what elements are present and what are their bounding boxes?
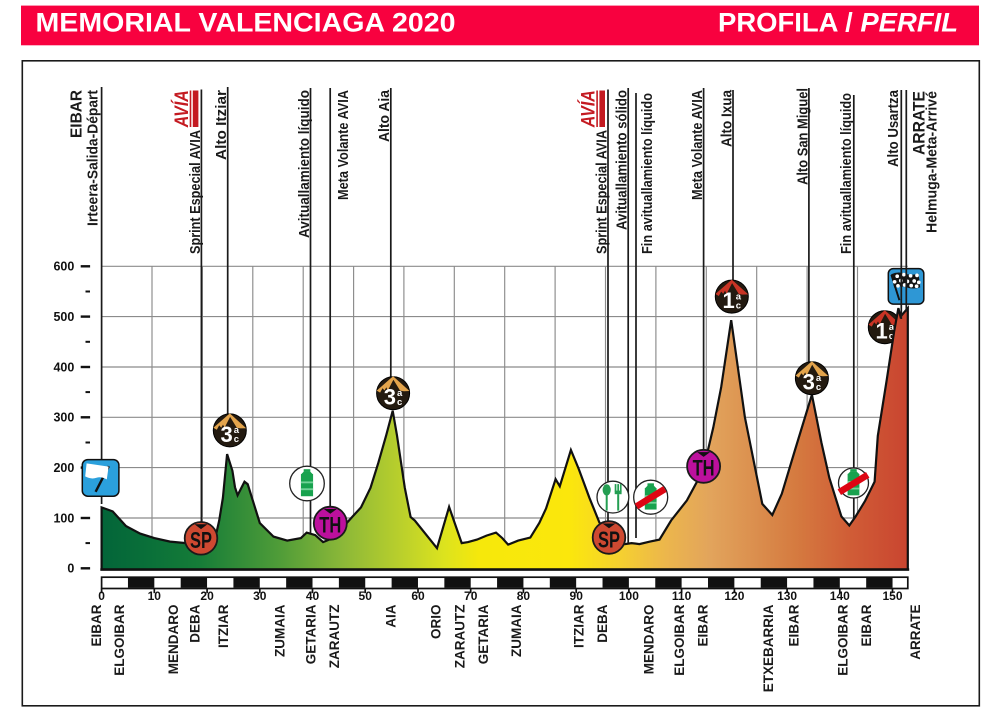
svg-text:0: 0 <box>67 562 74 576</box>
svg-text:200: 200 <box>53 461 74 475</box>
svg-text:ETXEBARRIA: ETXEBARRIA <box>761 604 776 692</box>
svg-text:ORIO: ORIO <box>429 605 444 640</box>
svg-text:10: 10 <box>148 589 162 603</box>
svg-text:GETARIA: GETARIA <box>303 604 318 664</box>
svg-text:90: 90 <box>570 589 584 603</box>
svg-text:140: 140 <box>830 589 850 603</box>
svg-text:a: a <box>889 322 895 333</box>
svg-text:Alto Aia: Alto Aia <box>377 89 393 142</box>
svg-text:ITZIAR: ITZIAR <box>216 604 231 648</box>
svg-text:100: 100 <box>53 511 74 525</box>
svg-text:a: a <box>397 388 403 399</box>
svg-text:ARRATE: ARRATE <box>911 91 929 155</box>
svg-text:AVÍA: AVÍA <box>578 90 600 128</box>
svg-text:ZARAUTZ: ZARAUTZ <box>327 605 342 669</box>
svg-text:EIBAR: EIBAR <box>859 604 874 646</box>
svg-text:a: a <box>736 291 742 302</box>
svg-text:c: c <box>736 300 741 311</box>
svg-text:EIBAR: EIBAR <box>786 604 801 646</box>
svg-text:c: c <box>397 397 402 408</box>
svg-text:1: 1 <box>875 319 887 344</box>
svg-text:ELGOIBAR: ELGOIBAR <box>672 604 687 676</box>
svg-text:SP: SP <box>190 527 212 553</box>
svg-text:EIBAR: EIBAR <box>69 90 86 138</box>
svg-text:AVÍA: AVÍA <box>171 90 193 128</box>
svg-text:Meta Volante AVIA: Meta Volante AVIA <box>690 90 706 200</box>
svg-text:GETARIA: GETARIA <box>476 604 491 664</box>
svg-text:30: 30 <box>253 589 267 603</box>
svg-text:0: 0 <box>98 589 105 603</box>
svg-text:ELGOIBAR: ELGOIBAR <box>112 604 127 676</box>
svg-text:Meta Volante AVIA: Meta Volante AVIA <box>336 90 352 200</box>
svg-text:Avituallamiento líquido: Avituallamiento líquido <box>297 90 313 238</box>
svg-text:Alto San Miguel: Alto San Miguel <box>795 88 811 185</box>
svg-text:ZARAUTZ: ZARAUTZ <box>452 605 467 669</box>
svg-text:60: 60 <box>411 589 425 603</box>
svg-text:20: 20 <box>200 589 214 603</box>
svg-text:c: c <box>889 331 894 342</box>
svg-text:c: c <box>234 434 239 445</box>
svg-text:3: 3 <box>803 370 815 395</box>
svg-text:PROFILA / PERFIL: PROFILA / PERFIL <box>718 8 958 38</box>
svg-text:120: 120 <box>724 589 744 603</box>
svg-text:EIBAR: EIBAR <box>89 604 104 646</box>
svg-text:Sprint Especial AVIA: Sprint Especial AVIA <box>188 130 204 254</box>
svg-text:ITZIAR: ITZIAR <box>572 604 587 648</box>
svg-text:AIA: AIA <box>384 604 399 628</box>
svg-text:Avituallamiento sólido: Avituallamiento sólido <box>615 90 631 230</box>
svg-text:50: 50 <box>359 589 373 603</box>
svg-text:DEBA: DEBA <box>188 604 203 643</box>
svg-text:TH: TH <box>319 512 341 537</box>
svg-text:ARRATE: ARRATE <box>908 605 923 660</box>
svg-text:MENDARO: MENDARO <box>642 605 657 675</box>
svg-text:600: 600 <box>53 260 74 274</box>
svg-text:MENDARO: MENDARO <box>166 605 181 675</box>
svg-text:Helmuga-Meta-Arrivé: Helmuga-Meta-Arrivé <box>925 91 941 233</box>
svg-text:130: 130 <box>777 589 797 603</box>
svg-text:150: 150 <box>882 589 902 603</box>
svg-text:400: 400 <box>53 360 74 374</box>
svg-text:SP: SP <box>598 526 620 552</box>
svg-text:ZUMAIA: ZUMAIA <box>273 604 288 657</box>
svg-text:100: 100 <box>619 589 639 603</box>
svg-text:80: 80 <box>517 589 531 603</box>
svg-text:a: a <box>234 425 240 436</box>
svg-text:EIBAR: EIBAR <box>695 604 710 646</box>
svg-text:Alto Usartza: Alto Usartza <box>886 89 902 167</box>
svg-text:ZUMAIA: ZUMAIA <box>509 604 524 657</box>
svg-text:Alto Ixua: Alto Ixua <box>719 89 735 147</box>
svg-text:MEMORIAL VALENCIAGA 2020: MEMORIAL VALENCIAGA 2020 <box>36 8 456 38</box>
svg-text:ELGOIBAR: ELGOIBAR <box>835 604 850 676</box>
svg-text:300: 300 <box>53 411 74 425</box>
svg-text:500: 500 <box>53 310 74 324</box>
svg-text:Alto Itziar: Alto Itziar <box>214 90 230 160</box>
svg-text:a: a <box>816 373 822 384</box>
svg-text:40: 40 <box>306 589 320 603</box>
svg-text:3: 3 <box>384 385 396 410</box>
svg-text:c: c <box>816 382 821 393</box>
svg-text:110: 110 <box>672 589 692 603</box>
svg-text:Irteera-Salida-Départ: Irteera-Salida-Départ <box>86 90 102 226</box>
svg-text:1: 1 <box>722 288 734 313</box>
svg-text:Sprint Especial AVIA: Sprint Especial AVIA <box>594 130 610 254</box>
svg-text:70: 70 <box>464 589 478 603</box>
svg-text:Fin avituallamiento líquido: Fin avituallamiento líquido <box>839 93 855 254</box>
svg-text:Fin avituallamiento líquido: Fin avituallamiento líquido <box>640 93 656 254</box>
svg-text:3: 3 <box>220 422 232 447</box>
svg-text:DEBA: DEBA <box>595 604 610 643</box>
svg-text:TH: TH <box>693 456 715 481</box>
